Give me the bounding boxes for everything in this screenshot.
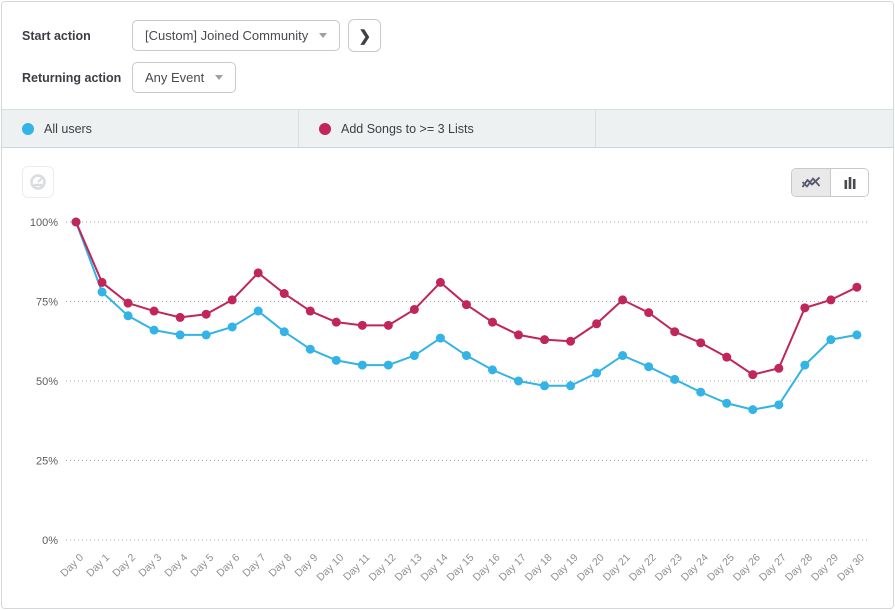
gauge-icon bbox=[30, 174, 46, 190]
start-action-value: [Custom] Joined Community bbox=[145, 28, 309, 43]
svg-text:Day 7: Day 7 bbox=[240, 552, 268, 580]
svg-text:Day 28: Day 28 bbox=[783, 552, 815, 584]
svg-text:Day 29: Day 29 bbox=[809, 552, 841, 584]
chevron-right-icon: ❯ bbox=[358, 27, 372, 45]
svg-text:Day 23: Day 23 bbox=[653, 552, 685, 584]
returning-action-value: Any Event bbox=[145, 70, 205, 85]
returning-action-row: Returning action Any Event bbox=[22, 62, 237, 93]
svg-text:Day 14: Day 14 bbox=[419, 552, 451, 584]
legend-empty-cell bbox=[596, 110, 893, 147]
svg-text:Day 22: Day 22 bbox=[627, 552, 659, 584]
start-action-label: Start action bbox=[22, 28, 91, 43]
dashboard-button[interactable] bbox=[22, 166, 54, 198]
line-chart-toggle[interactable] bbox=[792, 169, 830, 196]
chart-panel: 0% 25% 50% 75% 100% Day 0 Day 1 Day 2 Day 3 Day 4… bbox=[2, 148, 893, 608]
chart-type-toggle bbox=[791, 168, 869, 197]
svg-text:Day 13: Day 13 bbox=[392, 552, 424, 584]
svg-text:Day 5: Day 5 bbox=[188, 552, 216, 580]
svg-text:Day 30: Day 30 bbox=[835, 552, 867, 584]
bar-chart-icon bbox=[844, 177, 855, 189]
svg-text:Day 20: Day 20 bbox=[575, 552, 607, 584]
svg-text:Day 25: Day 25 bbox=[705, 552, 737, 584]
svg-text:Day 26: Day 26 bbox=[731, 552, 763, 584]
svg-text:Day 6: Day 6 bbox=[214, 552, 242, 580]
svg-text:Day 15: Day 15 bbox=[445, 552, 477, 584]
start-action-dropdown[interactable]: [Custom] Joined Community bbox=[132, 20, 341, 51]
returning-action-dropdown[interactable]: Any Event bbox=[132, 62, 237, 93]
svg-text:Day 3: Day 3 bbox=[136, 552, 164, 580]
svg-text:Day 1: Day 1 bbox=[84, 552, 112, 580]
svg-text:Day 19: Day 19 bbox=[549, 552, 581, 584]
svg-text:Day 24: Day 24 bbox=[679, 552, 711, 584]
query-builder: Start action [Custom] Joined Community ❯… bbox=[2, 2, 893, 109]
svg-text:Day 2: Day 2 bbox=[110, 552, 138, 580]
next-step-button[interactable]: ❯ bbox=[348, 19, 382, 52]
series-dot-crimson bbox=[319, 122, 331, 135]
svg-text:100%: 100% bbox=[30, 217, 58, 229]
svg-text:50%: 50% bbox=[36, 376, 58, 388]
start-action-row: Start action [Custom] Joined Community ❯ bbox=[22, 19, 382, 52]
svg-text:0%: 0% bbox=[42, 535, 58, 547]
legend-item-add-songs[interactable]: Add Songs to >= 3 Lists bbox=[299, 110, 596, 147]
svg-text:Day 11: Day 11 bbox=[341, 552, 373, 584]
svg-text:Day 17: Day 17 bbox=[497, 552, 529, 584]
legend-label: Add Songs to >= 3 Lists bbox=[341, 121, 474, 136]
svg-text:Day 8: Day 8 bbox=[266, 552, 294, 580]
returning-action-label: Returning action bbox=[22, 70, 122, 85]
legend-bar: All users Add Songs to >= 3 Lists bbox=[2, 109, 893, 148]
series-dot-blue bbox=[22, 122, 34, 135]
svg-text:Day 27: Day 27 bbox=[757, 552, 789, 584]
svg-text:75%: 75% bbox=[36, 297, 58, 309]
svg-text:25%: 25% bbox=[36, 456, 58, 468]
bar-chart-toggle[interactable] bbox=[830, 169, 868, 196]
svg-text:Day 12: Day 12 bbox=[366, 552, 398, 584]
line-chart-icon bbox=[801, 176, 821, 188]
legend-item-all-users[interactable]: All users bbox=[2, 110, 299, 147]
svg-text:Day 16: Day 16 bbox=[471, 552, 503, 584]
chevron-down-icon bbox=[215, 75, 224, 80]
svg-text:Day 21: Day 21 bbox=[601, 552, 633, 584]
chevron-down-icon bbox=[319, 33, 328, 38]
svg-text:Day 10: Day 10 bbox=[314, 552, 346, 584]
legend-label: All users bbox=[44, 121, 92, 136]
svg-text:Day 0: Day 0 bbox=[58, 552, 86, 580]
svg-text:Day 18: Day 18 bbox=[523, 552, 555, 584]
svg-text:Day 4: Day 4 bbox=[162, 552, 190, 580]
